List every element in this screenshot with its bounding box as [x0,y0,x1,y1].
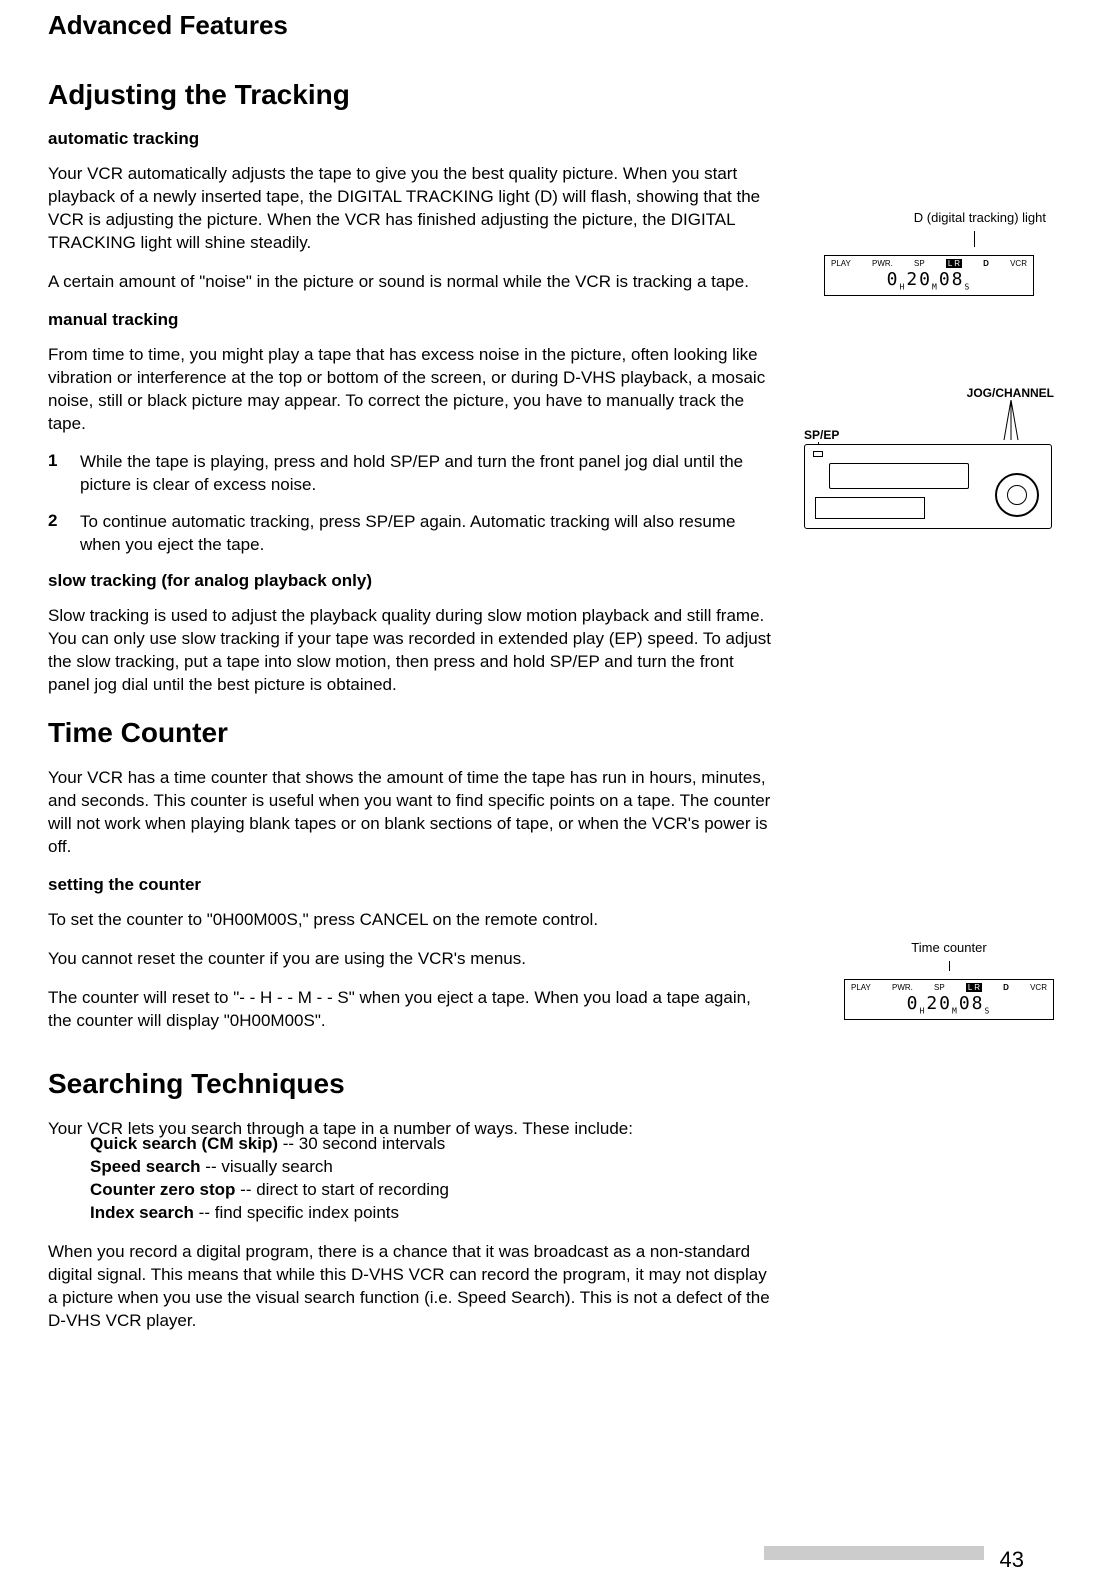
step-number-2: 2 [48,511,80,557]
subheading-slow-tracking: slow tracking (for analog playback only) [48,571,778,591]
display-panel-top: PLAY PWR. SP L R D VCR 0H20M08S [824,255,1034,296]
item-desc-3: -- find specific index points [194,1203,399,1222]
label-play: PLAY [831,259,851,268]
para-tc-1: Your VCR has a time counter that shows t… [48,767,778,859]
list-item: Speed search -- visually search [90,1156,778,1179]
callout-label-time-counter: Time counter [834,940,1064,955]
list-item: Quick search (CM skip) -- 30 second inte… [90,1133,778,1156]
main-column: Advanced Features Adjusting the Tracking… [48,10,778,1333]
subheading-manual-tracking: manual tracking [48,310,778,330]
vcr-jog-inner [1007,485,1027,505]
display-row-top: PLAY PWR. SP L R D VCR [851,983,1047,992]
callout-line-icon [974,231,975,247]
para-setting-1: To set the counter to "0H00M00S," press … [48,909,778,932]
label-vcr: VCR [1010,259,1027,268]
vcr-jog-dial [995,473,1039,517]
step-number-1: 1 [48,451,80,497]
display-time-top: 0H20M08S [831,269,1027,292]
step-1: 1 While the tape is playing, press and h… [48,451,778,497]
page-footer-bar [764,1546,984,1560]
para-auto-1: Your VCR automatically adjusts the tape … [48,163,778,255]
para-setting-3: The counter will reset to "- - H - - M -… [48,987,778,1033]
display-panel-bottom: PLAY PWR. SP L R D VCR 0H20M08S [844,979,1054,1020]
step-text-1: While the tape is playing, press and hol… [80,451,778,497]
callout-label-d: D (digital tracking) light [804,210,1064,225]
item-desc-2: -- direct to start of recording [235,1180,449,1199]
callout-line-icon [949,961,950,971]
label-pwr: PWR. [892,983,913,992]
label-play: PLAY [851,983,871,992]
heading-searching: Searching Techniques [48,1068,778,1100]
display-row-top: PLAY PWR. SP L R D VCR [831,259,1027,268]
list-item: Index search -- find specific index poin… [90,1202,778,1225]
label-sp: SP [934,983,945,992]
step-2: 2 To continue automatic tracking, press … [48,511,778,557]
para-setting-2: You cannot reset the counter if you are … [48,948,778,971]
display-time-bottom: 0H20M08S [851,993,1047,1016]
heading-adjusting-tracking: Adjusting the Tracking [48,79,778,111]
callout-fan-icon [996,400,1026,444]
label-sp: SP [914,259,925,268]
label-lr: L R [966,983,982,992]
label-lr: L R [946,259,962,268]
heading-time-counter: Time Counter [48,717,778,749]
search-list: Quick search (CM skip) -- 30 second inte… [90,1133,778,1225]
item-label-1: Speed search [90,1157,201,1176]
para-slow-1: Slow tracking is used to adjust the play… [48,605,778,697]
label-d: D [983,259,989,268]
step-text-2: To continue automatic tracking, press SP… [80,511,778,557]
subheading-automatic-tracking: automatic tracking [48,129,778,149]
item-label-0: Quick search (CM skip) [90,1134,278,1153]
vcr-button [813,451,823,457]
figure-time-counter: Time counter PLAY PWR. SP L R D VCR 0H20… [834,940,1064,1020]
callout-lines-jog [996,400,1026,449]
vcr-tape-slot [829,463,969,489]
item-label-3: Index search [90,1203,194,1222]
label-vcr: VCR [1030,983,1047,992]
item-desc-1: -- visually search [201,1157,333,1176]
figure-vcr-jog: JOG/CHANNEL SP/EP [804,386,1054,566]
item-label-2: Counter zero stop [90,1180,235,1199]
vcr-body [804,444,1052,529]
page-title: Advanced Features [48,10,778,41]
list-item: Counter zero stop -- direct to start of … [90,1179,778,1202]
label-jog-channel: JOG/CHANNEL [967,386,1054,400]
item-desc-0: -- 30 second intervals [278,1134,445,1153]
para-auto-2: A certain amount of "noise" in the pictu… [48,271,778,294]
figures-column: D (digital tracking) light PLAY PWR. SP … [804,210,1064,566]
para-search-2: When you record a digital program, there… [48,1241,778,1333]
label-d: D [1003,983,1009,992]
label-pwr: PWR. [872,259,893,268]
figure-digital-tracking-light: D (digital tracking) light PLAY PWR. SP … [804,210,1064,296]
label-sp-ep: SP/EP [804,428,839,442]
para-manual-1: From time to time, you might play a tape… [48,344,778,436]
page-number: 43 [1000,1547,1024,1573]
subheading-setting-counter: setting the counter [48,875,778,895]
vcr-display [815,497,925,519]
